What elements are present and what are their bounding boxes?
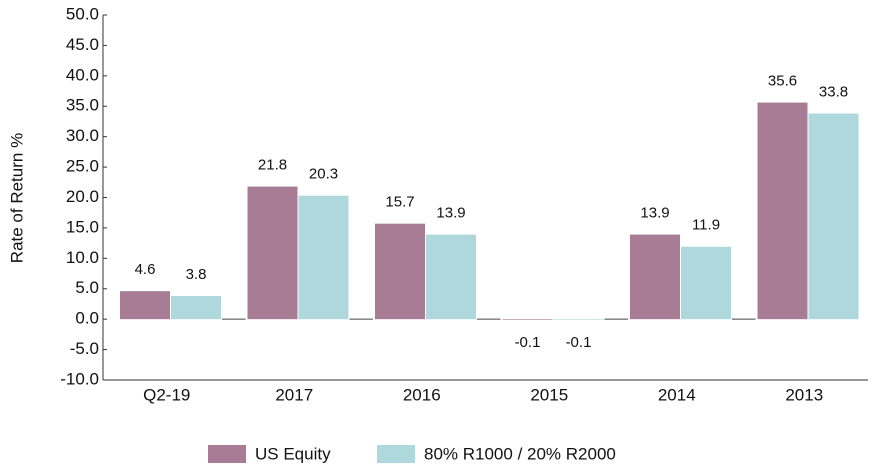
x-tick-label: 2015: [530, 385, 568, 404]
value-label: 11.9: [692, 217, 720, 234]
bar: [808, 113, 859, 320]
legend-swatch: [208, 445, 246, 463]
y-tick-label: -10.0: [60, 369, 99, 388]
value-label: 21.8: [258, 157, 287, 174]
x-tick-label: 2017: [275, 385, 313, 404]
y-tick-label: 10.0: [66, 248, 99, 267]
y-tick-label: 5.0: [75, 278, 99, 297]
bar: [630, 234, 680, 320]
value-label: -0.1: [566, 334, 592, 351]
x-tick-label: Q2-19: [143, 385, 190, 404]
y-tick-label: 20.0: [66, 187, 99, 206]
y-tick-label: 30.0: [66, 126, 99, 145]
bar: [681, 246, 731, 320]
bar: [171, 296, 221, 320]
bar: [757, 102, 808, 320]
y-tick-label: 0.0: [75, 309, 99, 328]
value-label: 3.8: [186, 266, 207, 283]
value-label: 15.7: [385, 194, 414, 211]
x-tick-label: 2013: [785, 385, 823, 404]
value-label: -0.1: [515, 334, 541, 351]
value-label: 20.3: [309, 166, 338, 183]
legend-label: 80% R1000 / 20% R2000: [424, 444, 616, 463]
x-tick-label: 2016: [403, 385, 441, 404]
value-label: 4.6: [135, 261, 156, 278]
legend-swatch: [377, 445, 415, 463]
y-tick-label: 50.0: [66, 4, 99, 23]
value-label: 33.8: [819, 84, 848, 101]
bar: [120, 291, 170, 320]
y-tick-label: 40.0: [66, 65, 99, 84]
bar: [426, 234, 476, 320]
bar: [375, 223, 425, 320]
y-tick-label: -5.0: [70, 339, 99, 358]
y-axis-label: Rate of Return %: [7, 133, 26, 263]
bar: [298, 195, 349, 320]
value-label: 35.6: [768, 73, 797, 90]
x-tick-label: 2014: [658, 385, 696, 404]
bar: [502, 319, 553, 320]
legend-label: US Equity: [255, 444, 331, 463]
value-label: 13.9: [436, 205, 465, 222]
value-label: 13.9: [640, 205, 669, 222]
y-tick-label: 35.0: [66, 96, 99, 115]
bar: [247, 186, 298, 320]
y-tick-label: 45.0: [66, 35, 99, 54]
y-tick-label: 15.0: [66, 217, 99, 236]
y-tick-label: 25.0: [66, 157, 99, 176]
bar: [553, 319, 604, 320]
